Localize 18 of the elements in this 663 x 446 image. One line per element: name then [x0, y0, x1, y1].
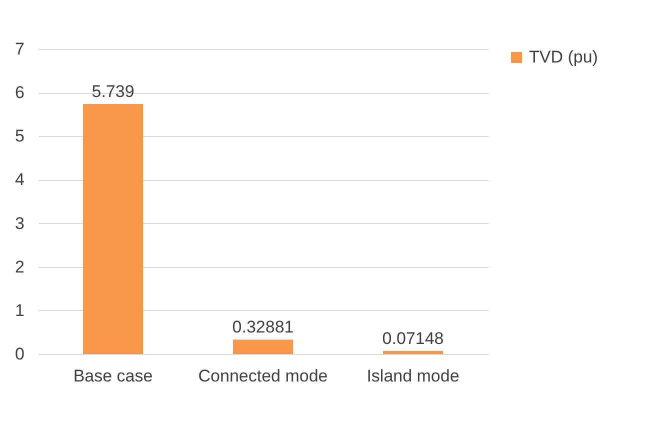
bar [83, 104, 143, 354]
bar [233, 340, 293, 354]
x-tick-label: Connected mode [198, 366, 328, 386]
data-label: 0.07148 [382, 328, 444, 348]
x-tick-label: Island mode [366, 366, 460, 386]
y-tick-label: 0 [15, 344, 24, 364]
y-tick-label: 2 [15, 257, 24, 276]
y-tick-label: 4 [15, 170, 24, 190]
data-label: 0.32881 [232, 318, 294, 337]
y-tick-label: 1 [15, 300, 24, 320]
data-label: 5.739 [92, 82, 134, 101]
y-tick-label: 7 [15, 40, 24, 58]
y-tick-label: 6 [15, 83, 24, 102]
bar [383, 350, 443, 354]
legend-label: TVD (pu) [529, 48, 598, 66]
y-tick-label: 3 [15, 214, 24, 233]
x-tick-label: Base case [73, 366, 153, 386]
y-tick-label: 5 [15, 126, 24, 146]
